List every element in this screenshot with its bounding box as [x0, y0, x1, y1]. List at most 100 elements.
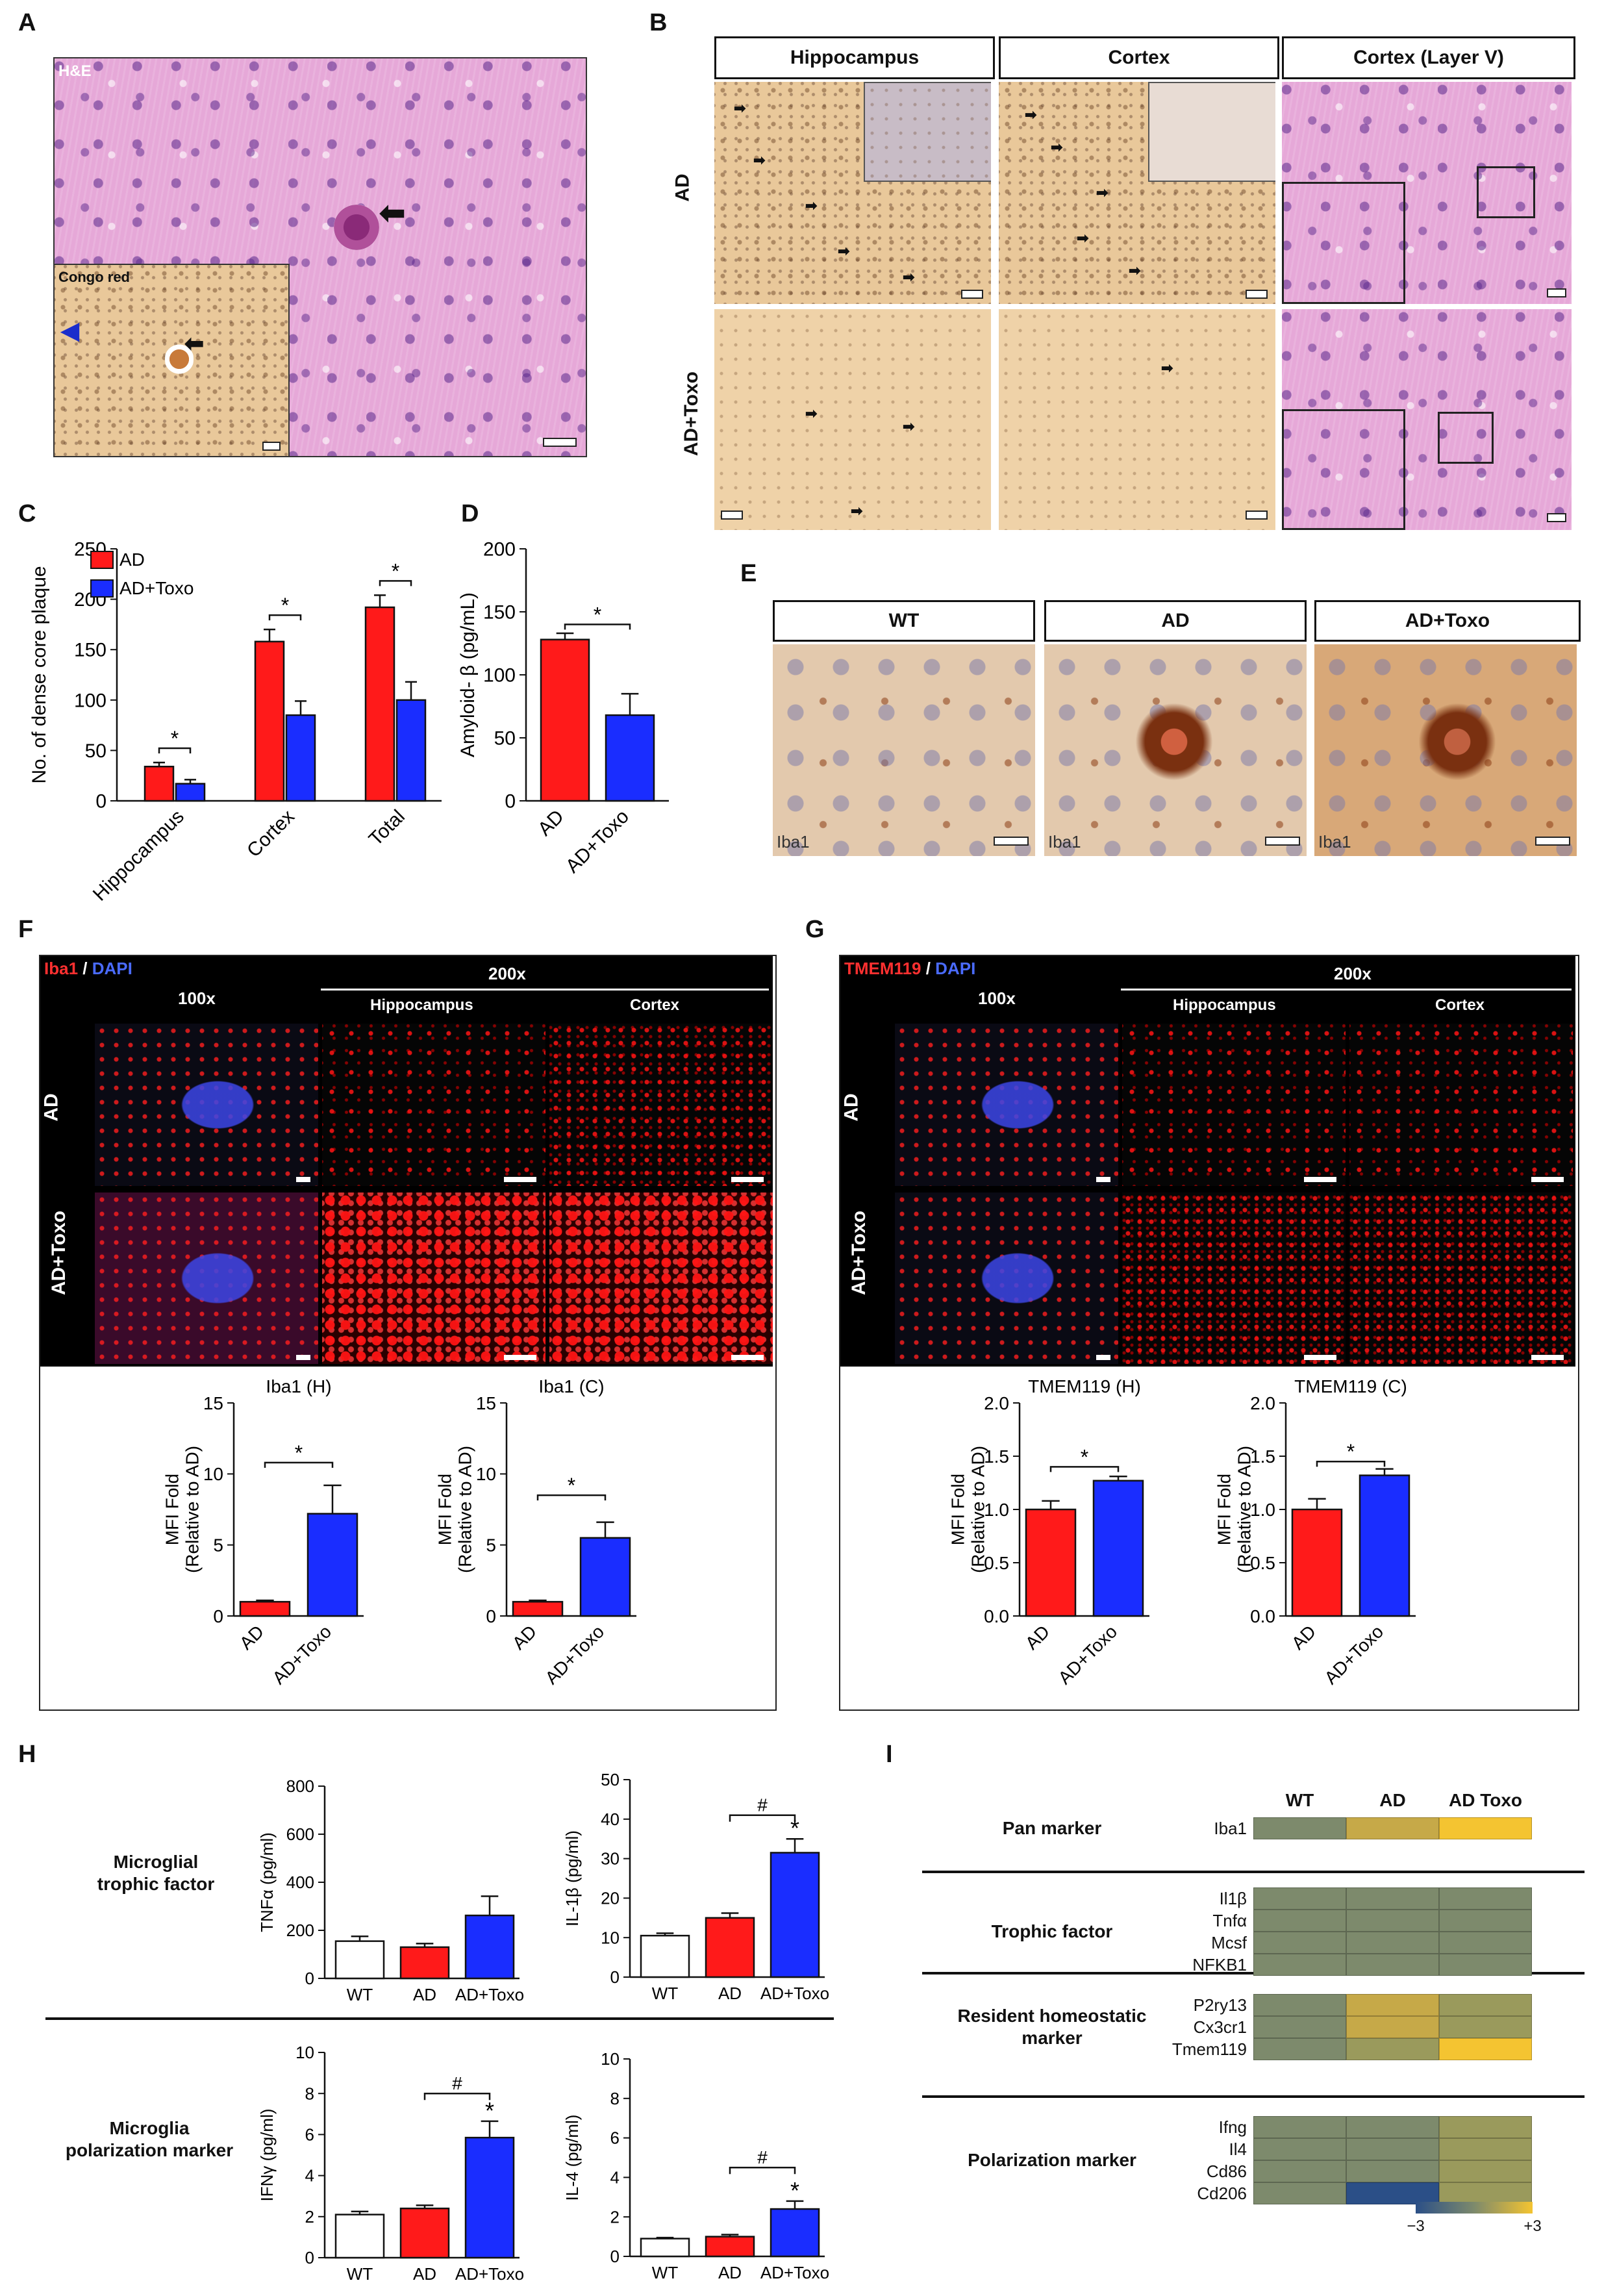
heatmap-row-label: Ifng [1218, 2117, 1247, 2137]
y-axis-label: MFI Fold(Relative to AD) [435, 1446, 475, 1573]
x-tick-label: AD [413, 2264, 436, 2284]
y-axis-label: MFI Fold(Relative to AD) [948, 1446, 988, 1573]
heatmap-cell [1439, 2182, 1532, 2204]
heatmap-group-label: Pan marker [1002, 1818, 1102, 1838]
panel-c-label: C [18, 500, 36, 527]
stain-label: Iba1 [1048, 832, 1081, 852]
row-label-ad: AD [840, 1093, 862, 1122]
y-tick-label: 1.0 [984, 1500, 1009, 1520]
heatmap: WT AD AD Toxo Pan marker Iba1 Trophic factor I… [922, 1773, 1585, 2293]
g-hip-ad [1122, 1024, 1346, 1186]
y-tick-label: 0.5 [984, 1553, 1009, 1573]
heatmap-cell [1253, 2182, 1346, 2204]
y-tick-label: 10 [203, 1464, 223, 1484]
plaque-microglia [1412, 696, 1503, 787]
panel-d-label: D [461, 500, 479, 527]
x-tick-label: Cortex [243, 806, 299, 862]
y-tick-label: 5 [486, 1535, 496, 1555]
ihc-hippocampus-ad-toxo: ➡ ➡ ➡ [714, 309, 991, 530]
heatmap-row-label: Il4 [1229, 2139, 1247, 2159]
zoom-inset [1282, 409, 1405, 530]
f-hip-ad [322, 1024, 545, 1186]
y-tick-label: 1.0 [1250, 1500, 1275, 1520]
y-tick-label: 40 [601, 1810, 620, 1829]
f-ctx-ad-toxo [549, 1192, 773, 1364]
y-tick-label: 0.5 [1250, 1553, 1275, 1573]
divider [321, 989, 769, 990]
heatmap-cell [1253, 1994, 1346, 2016]
bar [334, 1940, 385, 1980]
chart-g1: TMEM119 (H) MFI Fold(Relative to AD) 0.0 0.… [948, 1376, 1149, 1688]
x-tick-label: AD [413, 1985, 436, 2004]
chart-h4: IL-4 (pg/ml) 0 2 4 6 8 10 WT AD AD+Toxo # * [562, 2049, 829, 2282]
heatmap-cell [1346, 1817, 1439, 1839]
panel-g-label: G [805, 916, 825, 943]
heatmap-cell [1439, 2138, 1532, 2160]
bar [1291, 1508, 1343, 1617]
chart-f2: Iba1 (C) MFI Fold(Relative to AD) 0 5 10 15 AD… [435, 1376, 636, 1688]
heatmap-cell [1253, 1954, 1346, 1976]
scale-bar [543, 438, 577, 447]
x-tick-label: AD+Toxo [760, 1984, 829, 2003]
heatmap-col-header: AD [1379, 1790, 1406, 1810]
arrow-icon: ➡ [1129, 262, 1141, 279]
heatmap-group-label: Trophic factor [991, 1921, 1113, 1941]
y-tick-label: 150 [483, 602, 516, 624]
divider [1121, 989, 1572, 990]
scale-bar [1547, 288, 1566, 297]
color-scale-bar [1416, 2202, 1533, 2214]
mag-100-label: 100x [178, 989, 216, 1008]
hash-mark: # [452, 2073, 462, 2093]
black-arrow-icon: ⬅ [184, 330, 205, 357]
heatmap-cell [1346, 2038, 1439, 2060]
h-row2-label: Microglia polarization marker [65, 2118, 234, 2160]
f-hip-ad-toxo [322, 1192, 545, 1364]
separator: / [921, 959, 936, 978]
heatmap-row-label: Iba1 [1214, 1819, 1247, 1838]
ihc-hippocampus-ad: ➡ ➡ ➡ ➡ ➡ [714, 82, 991, 304]
bar [1092, 1480, 1144, 1617]
heatmap-group-label: Polarization marker [968, 2150, 1136, 2170]
bar [640, 1934, 690, 1978]
x-tick-label: AD+Toxo [1054, 1621, 1121, 1688]
y-tick-label: 0 [610, 2247, 620, 2266]
heatmap-cell [1346, 2116, 1439, 2138]
y-tick-label: 400 [286, 1873, 314, 1892]
x-tick-label: WT [347, 2264, 373, 2284]
y-tick-label: 200 [483, 539, 516, 561]
chart-title: TMEM119 (C) [1294, 1376, 1407, 1396]
chart-title: TMEM119 (H) [1028, 1376, 1141, 1396]
y-tick-label: 200 [286, 1921, 314, 1940]
y-tick-label: 100 [74, 690, 107, 711]
sig-bracket [158, 747, 192, 754]
he-label: H&E [58, 62, 92, 80]
heatmap-cell [1253, 2116, 1346, 2138]
col-header-hippocampus: Hippocampus [714, 36, 995, 79]
y-tick-label: 0 [213, 1606, 223, 1626]
sig-star: * [171, 727, 179, 750]
x-tick-label: AD [534, 806, 568, 840]
arrow-icon: ➡ [838, 243, 850, 259]
y-tick-label: 0 [95, 791, 107, 813]
bar [395, 699, 427, 802]
y-axis-label: MFI Fold(Relative to AD) [162, 1446, 203, 1573]
y-tick-label: 2.0 [984, 1393, 1009, 1413]
x-tick-label: AD+Toxo [455, 1985, 524, 2004]
x-tick-label: WT [347, 1985, 373, 2004]
y-tick-label: 0.0 [984, 1606, 1009, 1626]
panel-i-label: I [886, 1741, 893, 1768]
stain-label: Iba1 [1318, 832, 1351, 852]
sub-hippocampus: Hippocampus [1173, 996, 1276, 1014]
zoom-inset [1282, 182, 1405, 304]
heatmap-cell [1346, 2182, 1439, 2204]
heatmap-row-label: Tmem119 [1172, 2039, 1247, 2059]
heatmap-divider [922, 2095, 1585, 2098]
arrow-icon: ➡ [805, 197, 818, 214]
row-label-ad-toxo: AD+Toxo [681, 371, 703, 457]
y-axis-label: Amyloid- β (pg/mL) [457, 592, 479, 757]
scale-bar [1246, 511, 1268, 520]
f-100x-ad-toxo [95, 1192, 318, 1364]
heatmap-group-label: marker [1021, 2028, 1083, 2048]
panel-h-label: H [18, 1741, 36, 1768]
heatmap-cell [1346, 1954, 1439, 1976]
